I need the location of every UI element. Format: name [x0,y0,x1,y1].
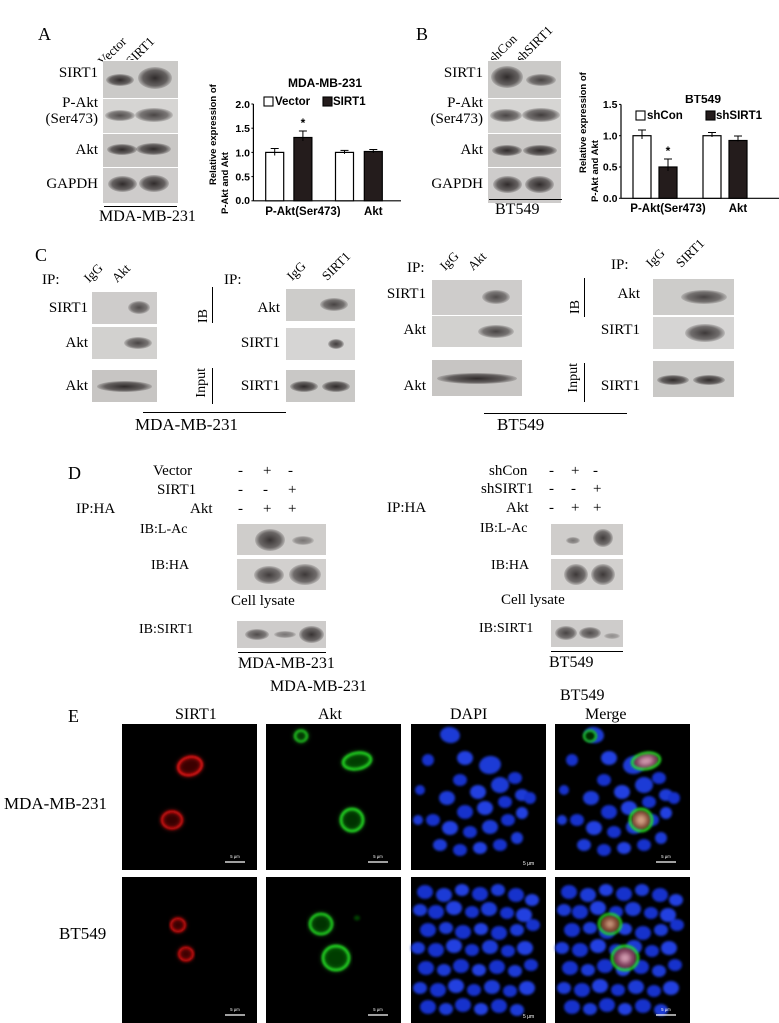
svg-text:5 μm: 5 μm [661,1007,671,1012]
svg-text:5 μm: 5 μm [230,854,240,859]
svg-text:5 μm: 5 μm [230,1007,240,1012]
svg-text:5 μm: 5 μm [373,1007,383,1012]
svg-text:5 μm: 5 μm [661,854,671,859]
svg-text:5 μm: 5 μm [523,1014,534,1020]
svg-text:5 μm: 5 μm [373,854,383,859]
svg-text:5 μm: 5 μm [523,861,534,867]
